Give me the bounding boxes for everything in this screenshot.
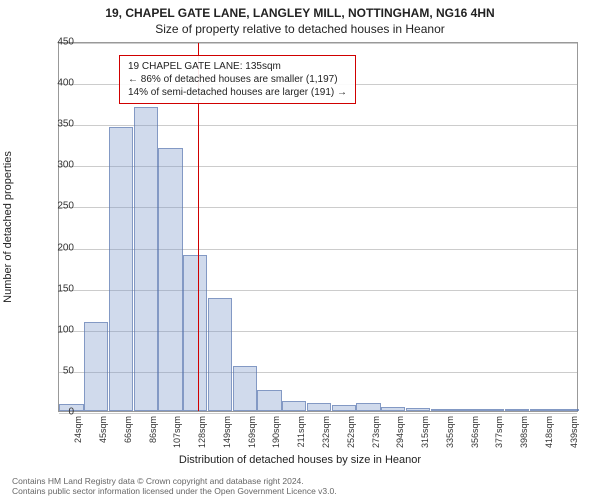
histogram-bar xyxy=(109,127,133,411)
chart-container: 19, CHAPEL GATE LANE, LANGLEY MILL, NOTT… xyxy=(0,0,600,500)
histogram-bar xyxy=(505,409,529,411)
histogram-bar xyxy=(158,148,182,411)
x-tick-label: 128sqm xyxy=(197,416,207,448)
x-tick-label: 211sqm xyxy=(296,416,306,447)
histogram-bar xyxy=(134,107,158,411)
x-tick-label: 315sqm xyxy=(420,416,430,448)
histogram-bar xyxy=(381,407,405,411)
x-tick-label: 377sqm xyxy=(494,416,504,448)
x-tick-label: 24sqm xyxy=(73,416,83,443)
y-tick-label: 250 xyxy=(34,201,74,212)
histogram-bar xyxy=(406,408,430,411)
histogram-bar xyxy=(307,403,331,411)
histogram-bar xyxy=(554,409,578,411)
histogram-bar xyxy=(480,409,504,411)
histogram-bar xyxy=(257,390,281,411)
histogram-bar xyxy=(356,403,380,411)
histogram-bar xyxy=(332,405,356,411)
chart-title-line2: Size of property relative to detached ho… xyxy=(0,20,600,40)
histogram-bar xyxy=(233,366,257,411)
annotation-box: 19 CHAPEL GATE LANE: 135sqm← 86% of deta… xyxy=(119,55,356,104)
x-tick-label: 356sqm xyxy=(470,416,480,448)
histogram-bar xyxy=(183,255,207,411)
gridline xyxy=(59,413,577,414)
histogram-bar xyxy=(431,409,455,411)
y-tick-label: 150 xyxy=(34,283,74,294)
y-tick-label: 300 xyxy=(34,160,74,171)
y-tick-label: 400 xyxy=(34,78,74,89)
footer-line2: Contains public sector information licen… xyxy=(12,486,337,496)
y-tick-label: 50 xyxy=(34,365,74,376)
annotation-line: 19 CHAPEL GATE LANE: 135sqm xyxy=(128,60,347,73)
x-tick-label: 232sqm xyxy=(321,416,331,448)
x-tick-label: 335sqm xyxy=(445,416,455,448)
x-tick-label: 294sqm xyxy=(395,416,405,448)
x-tick-label: 273sqm xyxy=(371,416,381,448)
y-tick-label: 450 xyxy=(34,37,74,48)
histogram-bar xyxy=(208,298,232,411)
x-axis-label: Distribution of detached houses by size … xyxy=(0,454,600,466)
histogram-bar xyxy=(84,322,108,411)
histogram-bar xyxy=(455,409,479,411)
y-axis-label: Number of detached properties xyxy=(2,151,14,303)
gridline xyxy=(59,43,577,44)
histogram-bar xyxy=(282,401,306,411)
x-tick-label: 86sqm xyxy=(148,416,158,443)
x-tick-label: 107sqm xyxy=(172,416,182,448)
x-tick-label: 252sqm xyxy=(346,416,356,448)
x-tick-label: 169sqm xyxy=(247,416,257,448)
x-tick-label: 439sqm xyxy=(569,416,579,448)
x-tick-label: 66sqm xyxy=(123,416,133,443)
footer-line1: Contains HM Land Registry data © Crown c… xyxy=(12,476,337,486)
x-tick-label: 398sqm xyxy=(519,416,529,448)
x-tick-label: 149sqm xyxy=(222,416,232,448)
chart-title-line1: 19, CHAPEL GATE LANE, LANGLEY MILL, NOTT… xyxy=(0,0,600,20)
x-tick-label: 190sqm xyxy=(271,416,281,448)
y-tick-label: 350 xyxy=(34,119,74,130)
x-tick-label: 418sqm xyxy=(544,416,554,448)
x-tick-label: 45sqm xyxy=(98,416,108,443)
annotation-line: 14% of semi-detached houses are larger (… xyxy=(128,86,347,99)
y-tick-label: 200 xyxy=(34,242,74,253)
histogram-bar xyxy=(530,409,554,411)
annotation-line: ← 86% of detached houses are smaller (1,… xyxy=(128,73,347,86)
chart-footer: Contains HM Land Registry data © Crown c… xyxy=(12,476,337,496)
y-tick-label: 100 xyxy=(34,324,74,335)
y-tick-label: 0 xyxy=(34,407,74,418)
plot-area: 19 CHAPEL GATE LANE: 135sqm← 86% of deta… xyxy=(58,42,578,412)
